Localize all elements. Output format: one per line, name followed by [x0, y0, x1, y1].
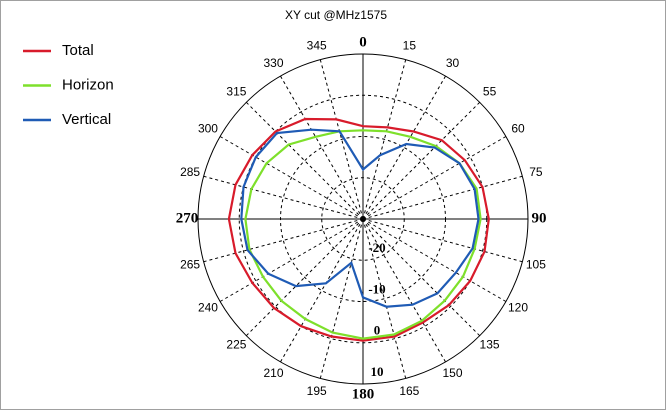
theta-tick-label: 165	[399, 384, 419, 398]
theta-tick-label: 75	[529, 165, 543, 179]
theta-tick-label: 15	[403, 38, 417, 52]
theta-tick-label: 60	[511, 122, 525, 136]
r-tick-label: -20	[368, 240, 385, 255]
legend-label: Vertical	[62, 111, 111, 128]
theta-tick-label: 300	[198, 122, 218, 136]
spoke	[362, 218, 523, 263]
theta-tick-label: 330	[263, 56, 283, 70]
theta-tick-label: 315	[226, 85, 246, 99]
theta-tick-label: 225	[226, 338, 246, 352]
theta-tick-label: 285	[180, 165, 200, 179]
theta-tick-label: 150	[442, 366, 462, 380]
theta-tick-label: 120	[508, 301, 528, 315]
theta-tick-label: 195	[307, 384, 327, 398]
legend-label: Horizon	[62, 76, 114, 93]
spoke	[280, 218, 364, 363]
series-line	[240, 128, 480, 308]
theta-tick-label: 345	[307, 38, 327, 52]
series-line	[227, 117, 490, 342]
theta-tick-label: 0	[359, 34, 367, 50]
theta-tick-label: 135	[480, 338, 500, 352]
r-tick-label: 10	[371, 364, 384, 379]
theta-tick-label: 180	[352, 386, 375, 402]
theta-tick-label: 270	[176, 210, 199, 226]
theta-tick-label: 210	[263, 366, 283, 380]
theta-tick-label: 265	[180, 258, 200, 272]
chart-title: XY cut @MHz1575	[285, 8, 387, 22]
theta-tick-label: 55	[483, 85, 497, 99]
theta-tick-label: 240	[198, 301, 218, 315]
spoke	[203, 218, 364, 263]
theta-tick-label: 105	[526, 258, 546, 272]
spoke	[203, 175, 364, 220]
r-tick-label: 0	[374, 323, 381, 338]
r-tick-label: -10	[368, 281, 385, 296]
legend-label: Total	[62, 42, 94, 59]
theta-tick-label: 90	[532, 210, 547, 226]
spoke	[219, 218, 364, 302]
spoke	[362, 175, 523, 220]
theta-tick-label: 30	[446, 56, 460, 70]
